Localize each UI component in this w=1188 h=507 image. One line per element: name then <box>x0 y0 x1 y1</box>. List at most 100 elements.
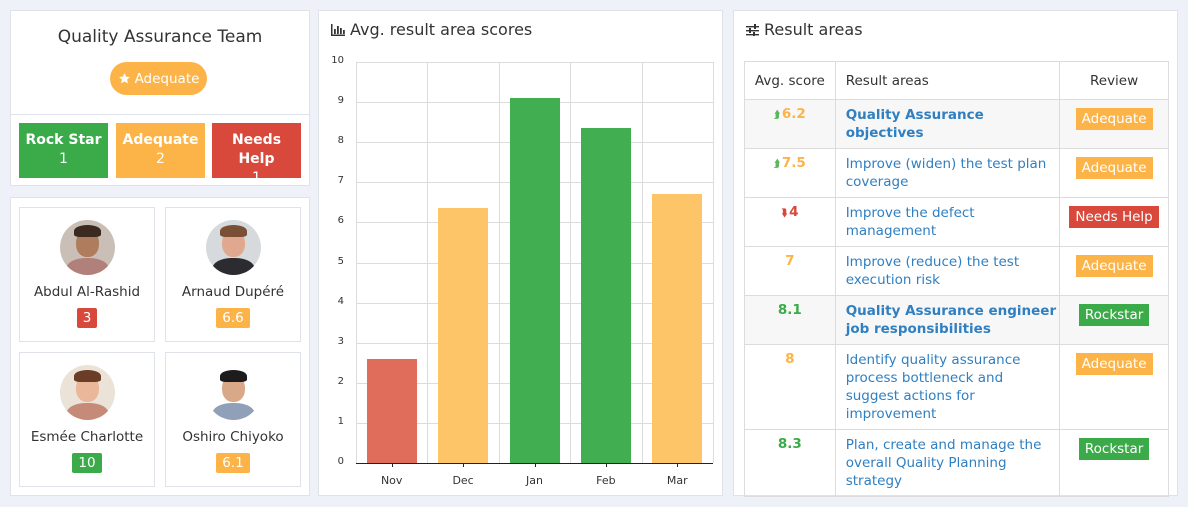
y-tick-label: 7 <box>337 175 344 187</box>
review-cell: Adequate <box>1059 344 1169 430</box>
review-badge[interactable]: Needs Help <box>1069 206 1159 228</box>
bar-feb[interactable] <box>580 128 631 463</box>
column-header-score[interactable]: Avg. score <box>744 61 836 100</box>
y-tick-label: 9 <box>337 95 344 107</box>
review-badge[interactable]: Adequate <box>1075 353 1153 375</box>
gridline <box>641 62 643 463</box>
table-row: 8.1 Quality Assurance engineer job respon… <box>744 295 1169 345</box>
trend-down-icon: ⮯ <box>781 208 788 219</box>
gridline <box>427 62 429 463</box>
member-name: Esmée Charlotte <box>30 429 144 445</box>
result-area-link[interactable]: Plan, create and manage the overall Qual… <box>845 437 1042 489</box>
review-cell: Needs Help <box>1059 197 1169 247</box>
y-tick-label: 0 <box>337 456 344 467</box>
divider <box>11 114 309 115</box>
result-area-link[interactable]: Identify quality assurance process bottl… <box>845 352 1021 422</box>
result-area-link[interactable]: Improve (reduce) the test execution risk <box>845 254 1020 288</box>
member-card[interactable]: Oshiro Chiyoko 6.1 <box>165 352 301 487</box>
result-area-link[interactable]: Improve (widen) the test plan coverage <box>845 156 1047 190</box>
result-area-link[interactable]: Quality Assurance objectives <box>845 107 984 141</box>
bar-nov[interactable] <box>366 358 417 463</box>
member-card[interactable]: Arnaud Dupéré 6.6 <box>165 207 301 342</box>
trend-up-icon: ⮭ <box>773 110 780 121</box>
x-tick-label: Mar <box>666 474 688 487</box>
x-tick-mark <box>534 463 536 467</box>
y-tick-label: 1 <box>337 415 344 427</box>
table-row: 7 Improve (reduce) the test execution ris… <box>744 246 1169 296</box>
x-tick-label: Jan <box>526 474 543 487</box>
x-tick-mark <box>463 463 465 467</box>
result-area-link[interactable]: Quality Assurance engineer job responsib… <box>845 303 1057 337</box>
avg-score: 6.2 <box>781 106 806 122</box>
member-card[interactable]: Esmée Charlotte 10 <box>19 352 155 487</box>
review-badge[interactable]: Rockstar <box>1078 304 1150 326</box>
bar-jan[interactable] <box>509 98 560 463</box>
area-cell: Improve the defect management <box>834 197 1061 247</box>
result-area-link[interactable]: Improve the defect management <box>845 205 975 239</box>
table-row: ⮭ 7.5 Improve (widen) the test plan covera… <box>744 148 1169 198</box>
stat-count: 2 <box>156 151 165 167</box>
area-cell: Improve (reduce) the test execution risk <box>834 246 1061 296</box>
area-cell: Improve (widen) the test plan coverage <box>834 148 1061 198</box>
score-cell: ⮭ 7.5 <box>744 148 836 198</box>
review-cell: Rockstar <box>1059 295 1169 345</box>
area-cell: Identify quality assurance process bottl… <box>834 344 1061 430</box>
review-badge[interactable]: Adequate <box>1075 255 1153 277</box>
stat-needs-help[interactable]: Needs Help 1 <box>212 123 301 186</box>
y-tick-label: 2 <box>337 375 344 387</box>
avatar <box>205 220 261 275</box>
trend-up-icon: ⮭ <box>773 159 780 170</box>
table-header-row: Avg. score Result areas Review <box>744 61 1169 100</box>
chart-title: Avg. result area scores <box>331 20 532 39</box>
stat-label: Rock Star <box>25 132 102 148</box>
bar-mar[interactable] <box>652 194 703 463</box>
review-cell: Adequate <box>1059 246 1169 296</box>
member-score-badge: 10 <box>72 453 102 473</box>
x-tick-label: Nov <box>380 474 403 487</box>
review-badge[interactable]: Adequate <box>1075 108 1153 130</box>
gridline <box>570 62 572 463</box>
avg-score: 8 <box>785 351 795 367</box>
result-areas-table: Avg. score Result areas Review ⮭ 6.2 Quali… <box>744 61 1169 497</box>
stat-label: Needs Help <box>231 132 282 167</box>
member-name: Arnaud Dupéré <box>181 284 285 300</box>
table-row: 8.3 Plan, create and manage the overall Q… <box>744 429 1169 497</box>
stat-count: 1 <box>59 151 68 167</box>
score-cell: 8.1 <box>744 295 836 345</box>
review-cell: Adequate <box>1059 99 1169 149</box>
member-score-badge: 6.6 <box>216 308 250 328</box>
gridline <box>498 62 500 463</box>
avatar <box>59 220 115 275</box>
area-cell: Plan, create and manage the overall Qual… <box>834 429 1061 497</box>
score-cell: 8 <box>744 344 836 430</box>
gridline <box>713 62 714 463</box>
column-header-review[interactable]: Review <box>1059 61 1169 100</box>
score-cell: 7 <box>744 246 836 296</box>
member-name: Abdul Al-Rashid <box>33 284 141 300</box>
team-rating-label: Adequate <box>134 70 200 87</box>
stat-rock-star[interactable]: Rock Star 1 <box>19 123 108 178</box>
review-badge[interactable]: Adequate <box>1075 157 1153 179</box>
team-summary-card: Quality Assurance Team Adequate Rock Sta… <box>10 10 310 186</box>
result-areas-card: Result areas Avg. score Result areas Rev… <box>733 10 1178 497</box>
team-title: Quality Assurance Team <box>57 27 263 47</box>
bar-dec[interactable] <box>438 208 489 463</box>
avg-score: 7.5 <box>781 155 806 171</box>
area-cell: Quality Assurance engineer job responsib… <box>834 295 1061 345</box>
member-card[interactable]: Abdul Al-Rashid 3 <box>19 207 155 342</box>
y-tick-label: 6 <box>337 215 344 227</box>
review-badge[interactable]: Rockstar <box>1078 438 1150 460</box>
stat-label: Adequate <box>122 132 199 148</box>
stat-adequate[interactable]: Adequate 2 <box>116 123 205 178</box>
avg-score: 8.3 <box>777 436 802 452</box>
y-tick-label: 3 <box>337 335 344 347</box>
column-header-area[interactable]: Result areas <box>834 61 1061 100</box>
x-tick-mark <box>677 463 679 467</box>
avatar <box>205 365 261 420</box>
x-tick-label: Feb <box>596 474 616 487</box>
x-tick-mark <box>605 463 607 467</box>
stat-count: 1 <box>252 170 261 186</box>
table-row: ⮭ 6.2 Quality Assurance objectives Adequate <box>744 99 1169 149</box>
team-rating-badge: Adequate <box>110 62 207 95</box>
sliders-icon <box>746 23 759 36</box>
